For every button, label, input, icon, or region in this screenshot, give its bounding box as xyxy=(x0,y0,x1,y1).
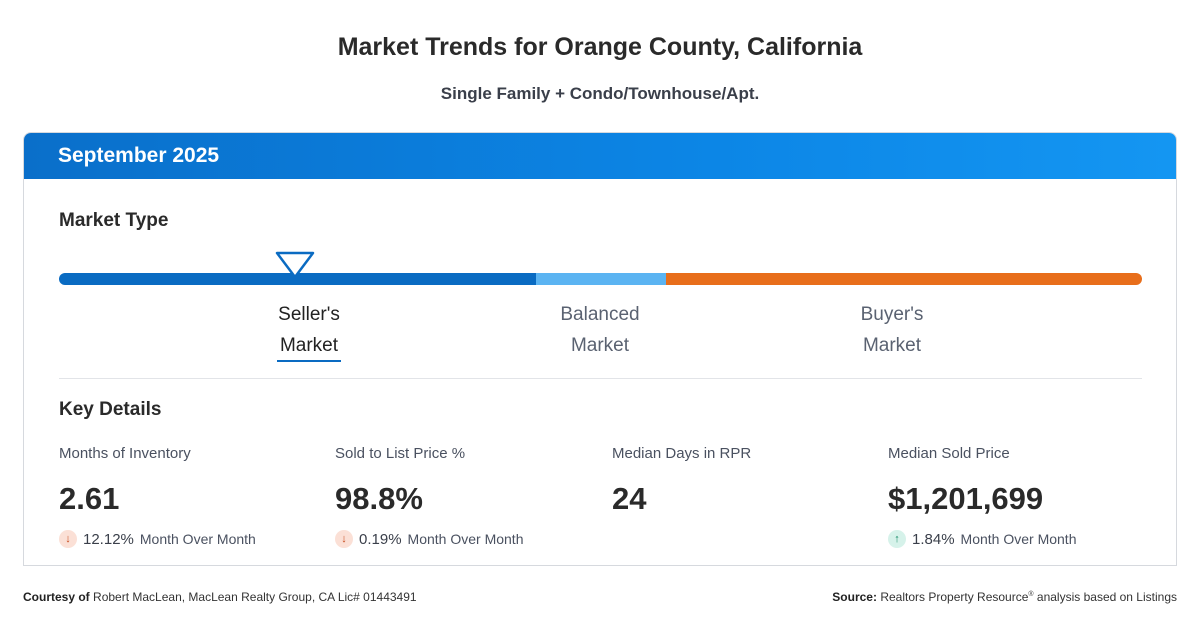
balanced-label-line2: Market xyxy=(570,335,630,356)
seller-segment xyxy=(59,273,536,285)
triangle-marker-icon xyxy=(275,251,315,279)
stat-value: 98.8% xyxy=(335,481,423,516)
arrow-up-icon: ↑ xyxy=(888,530,906,548)
change-percent: 1.84% xyxy=(912,530,955,548)
stat-value: 2.61 xyxy=(59,481,120,516)
stat-change: ↓ 12.12% Month Over Month xyxy=(59,529,309,549)
balanced-segment xyxy=(536,273,666,285)
buyer-market-label: Buyer's Market xyxy=(842,299,942,361)
change-period: Month Over Month xyxy=(139,531,256,547)
change-period: Month Over Month xyxy=(407,531,524,547)
market-type-title: Market Type xyxy=(59,210,169,231)
courtesy-footer: Courtesy of Robert MacLean, MacLean Real… xyxy=(23,590,417,604)
buyer-label-line2: Market xyxy=(862,335,922,356)
stat-median-sold-price: Median Sold Price $1,201,699 ↑ 1.84% Mon… xyxy=(888,445,1138,549)
courtesy-text: Robert MacLean, MacLean Realty Group, CA… xyxy=(93,590,417,604)
balanced-label-line1: Balanced xyxy=(560,304,640,325)
page-subtitle: Single Family + Condo/Townhouse/Apt. xyxy=(440,84,760,103)
stat-label: Median Days in RPR xyxy=(612,445,752,462)
source-footer: Source: Realtors Property Resource® anal… xyxy=(832,590,1177,604)
seller-label-line2: Market xyxy=(279,335,339,356)
section-divider xyxy=(59,378,1142,379)
buyer-segment xyxy=(666,273,1142,285)
stat-label: Sold to List Price % xyxy=(335,445,466,462)
change-period: Month Over Month xyxy=(960,531,1077,547)
market-trends-card: September 2025 Market Type Seller's Mark… xyxy=(23,132,1177,566)
card-header-period: September 2025 xyxy=(24,133,1176,179)
stat-change: ↑ 1.84% Month Over Month xyxy=(888,529,1138,549)
stat-value: $1,201,699 xyxy=(888,481,1044,516)
stat-median-days-in-rpr: Median Days in RPR 24 xyxy=(612,445,862,517)
balanced-market-label: Balanced Market xyxy=(544,299,656,361)
change-percent: 0.19% xyxy=(359,530,402,548)
stat-label: Months of Inventory xyxy=(59,445,191,462)
change-percent: 12.12% xyxy=(83,530,134,548)
stat-months-of-inventory: Months of Inventory 2.61 ↓ 12.12% Month … xyxy=(59,445,309,549)
source-suffix: analysis based on Listings xyxy=(1036,590,1177,604)
stat-change: ↓ 0.19% Month Over Month xyxy=(335,529,585,549)
page-title: Market Trends for Orange County, Califor… xyxy=(337,33,863,61)
source-label: Source: xyxy=(832,590,877,604)
current-market-underline xyxy=(277,360,341,362)
seller-label-line1: Seller's xyxy=(278,304,340,325)
arrow-down-icon: ↓ xyxy=(59,530,77,548)
buyer-label-line1: Buyer's xyxy=(860,304,924,325)
stat-value: 24 xyxy=(612,481,647,516)
arrow-down-icon: ↓ xyxy=(335,530,353,548)
stat-sold-to-list-price: Sold to List Price % 98.8% ↓ 0.19% Month… xyxy=(335,445,585,549)
source-text: Realtors Property Resource xyxy=(880,590,1029,604)
key-details-title: Key Details xyxy=(59,399,162,420)
courtesy-label: Courtesy of xyxy=(23,590,90,604)
market-type-scale xyxy=(59,273,1142,285)
seller-market-label: Seller's Market xyxy=(274,299,344,362)
stat-label: Median Sold Price xyxy=(888,445,1010,462)
registered-mark: ® xyxy=(1028,591,1034,598)
